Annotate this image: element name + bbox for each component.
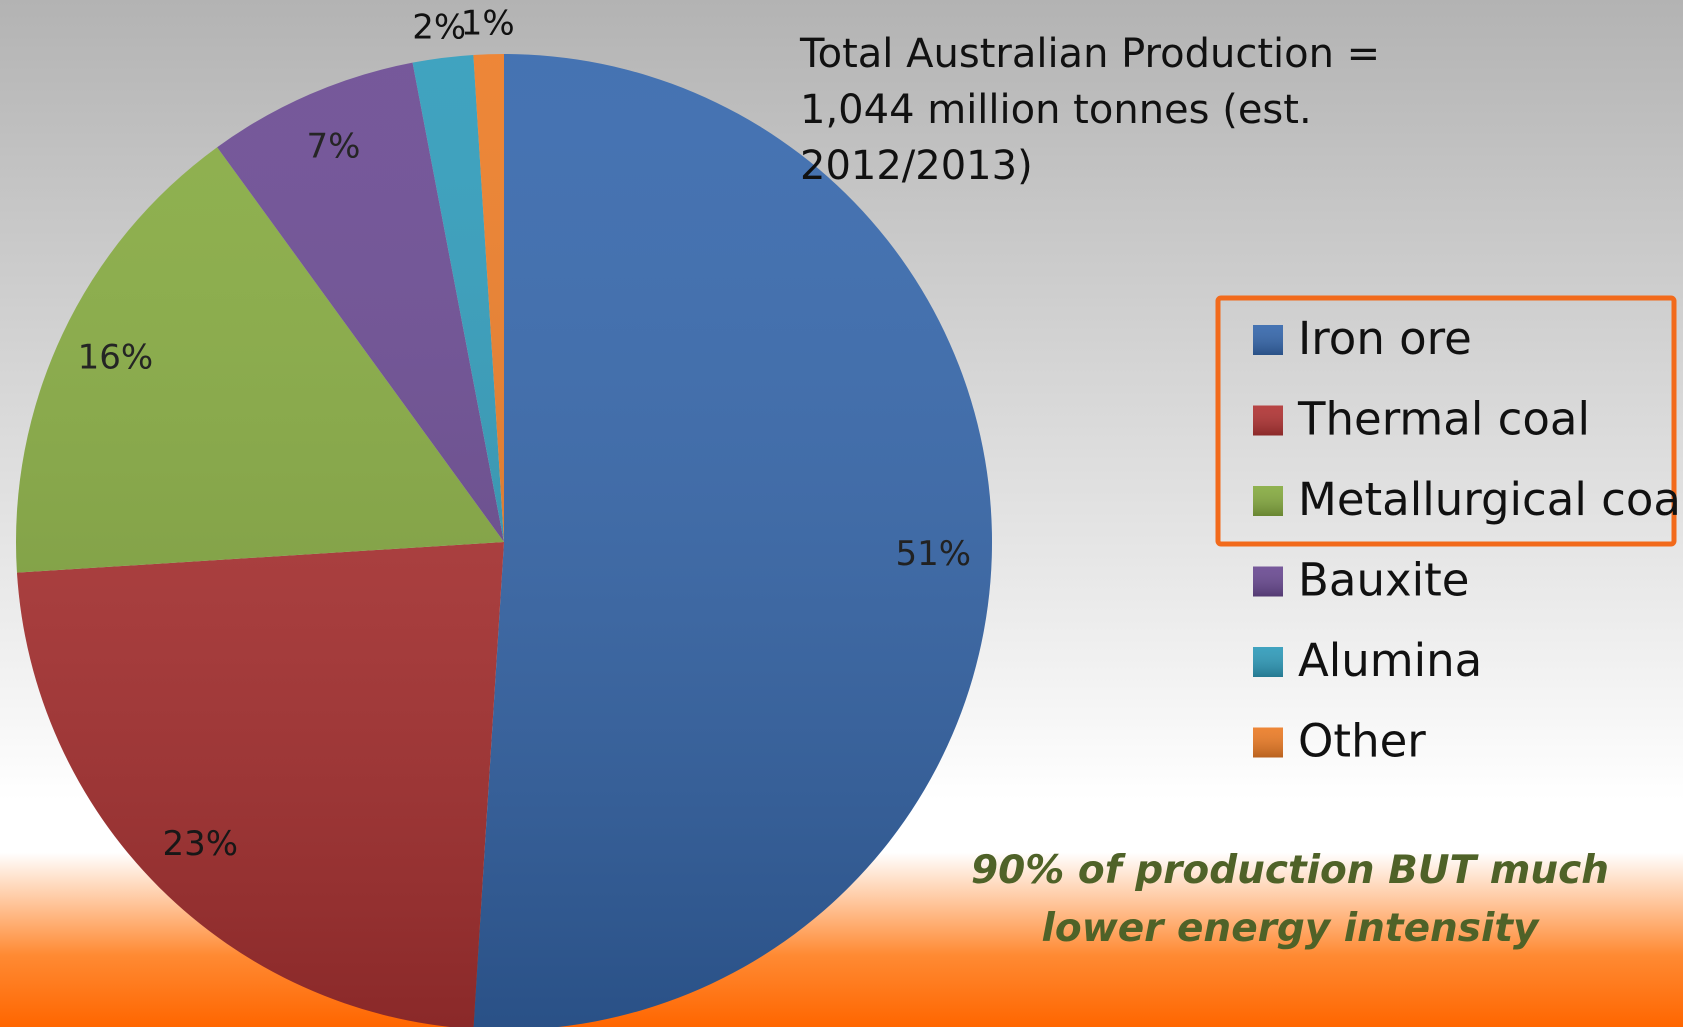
legend-swatch-shade xyxy=(1253,566,1283,597)
data-label: 51% xyxy=(895,534,971,574)
legend-swatch-shade xyxy=(1253,325,1283,355)
data-label: 1% xyxy=(461,3,515,43)
pie-slice xyxy=(16,542,504,1027)
data-label: 23% xyxy=(163,824,239,864)
data-label: 7% xyxy=(306,126,360,166)
legend-swatch-shade xyxy=(1253,405,1283,436)
legend-label: Iron ore xyxy=(1298,312,1472,365)
legend-label: Other xyxy=(1298,715,1426,768)
chart-title: Total Australian Production = 1,044 mill… xyxy=(800,31,1381,189)
data-label: 16% xyxy=(78,338,154,378)
highlight-box xyxy=(1215,295,1677,547)
legend-swatch-shade xyxy=(1253,647,1283,677)
data-label: 2% xyxy=(412,7,466,47)
legend-label: Metallurgical coal xyxy=(1298,473,1683,526)
legend-swatch-shade xyxy=(1253,727,1283,758)
legend-label: Bauxite xyxy=(1298,554,1469,607)
legend-swatch-shade xyxy=(1253,486,1283,516)
legend-label: Thermal coal xyxy=(1297,393,1590,446)
legend: Iron ore Thermal coal Metallurgical coal Ba… xyxy=(1215,295,1683,768)
legend-label: Alumina xyxy=(1298,634,1482,687)
annotation: 90% of production BUT much lower energy … xyxy=(970,848,1609,951)
